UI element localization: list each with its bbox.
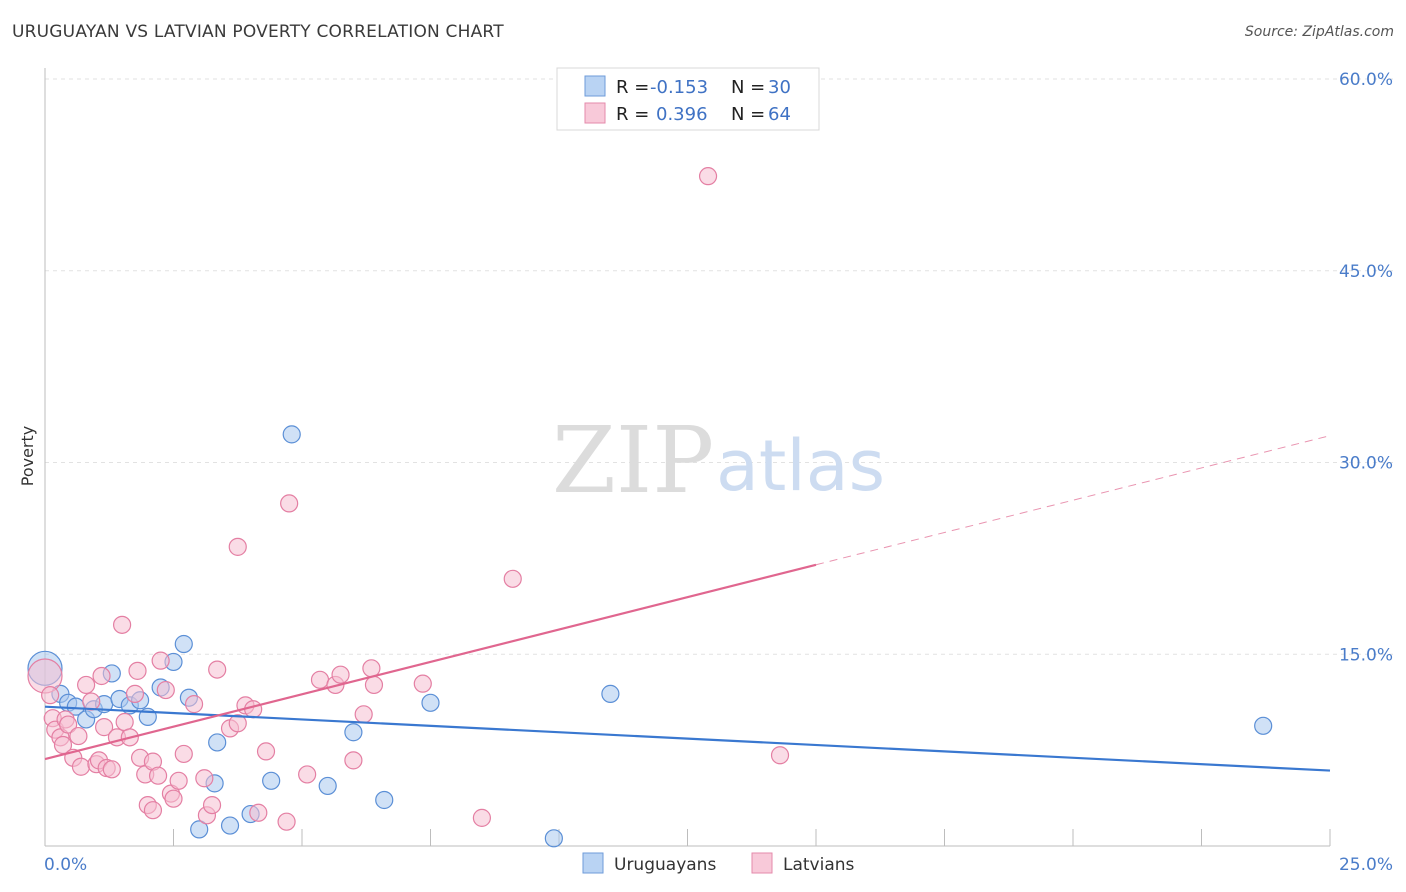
latvian-point bbox=[354, 705, 373, 724]
uruguayan-point bbox=[344, 723, 363, 742]
latvian-point bbox=[164, 789, 183, 808]
latvian-point bbox=[148, 766, 168, 785]
uruguayan-point bbox=[601, 684, 620, 703]
latvian-point bbox=[472, 808, 491, 827]
latvian-point bbox=[151, 651, 170, 670]
latvian-point bbox=[115, 712, 134, 732]
latvian-point bbox=[298, 765, 317, 784]
latvian-point bbox=[256, 742, 276, 761]
bottom-legend-label-latvians: Latvians bbox=[783, 855, 855, 875]
uruguayan-point bbox=[282, 425, 301, 444]
latvian-point bbox=[128, 661, 147, 680]
legend-r-value-1: -0.153 bbox=[650, 77, 708, 98]
y-tick-label-30: 30.0% bbox=[1339, 454, 1393, 474]
latvian-point bbox=[202, 795, 222, 815]
uruguayan-point bbox=[208, 733, 227, 752]
latvian-point bbox=[195, 769, 214, 788]
bottom-legend-swatch-uruguayans bbox=[582, 852, 604, 874]
uruguayan-point bbox=[174, 634, 193, 654]
latvian-point bbox=[95, 718, 114, 737]
latvian-point bbox=[82, 692, 101, 711]
latvian-point bbox=[503, 569, 522, 588]
latvian-point bbox=[125, 684, 145, 703]
latvian-point bbox=[41, 686, 60, 705]
latvian-point bbox=[156, 680, 175, 700]
y-tick-label-45: 45.0% bbox=[1339, 262, 1393, 282]
legend-n-value-1: 30 bbox=[768, 77, 791, 98]
bottom-legend-swatch-latvians bbox=[751, 852, 773, 874]
watermark-atlas: atlas bbox=[716, 425, 885, 507]
latvian-point bbox=[92, 666, 111, 686]
latvian-point bbox=[77, 675, 96, 695]
latvian-point bbox=[364, 675, 384, 695]
uruguayan-point bbox=[190, 820, 209, 839]
watermark: ZIP atlas bbox=[552, 407, 885, 514]
latvian-point bbox=[280, 494, 299, 513]
latvian-point bbox=[59, 715, 78, 734]
latvian-point bbox=[169, 771, 188, 790]
legend-n-label-2: N = bbox=[731, 104, 765, 125]
latvian-point bbox=[331, 665, 350, 684]
trend-layer bbox=[44, 435, 1331, 772]
legend: R = -0.153 N = 30 R = 0.396 N = 64 bbox=[556, 67, 820, 131]
labels-layer: 15.0% 30.0% 45.0% 60.0% 0.0% 25.0% Poverty bbox=[18, 70, 1393, 875]
latvian-point bbox=[698, 167, 718, 186]
legend-r-value-2: 0.396 bbox=[656, 104, 708, 125]
source-label: Source: ZipAtlas.com bbox=[1244, 24, 1394, 40]
y-tick-label-60: 60.0% bbox=[1339, 70, 1393, 90]
latvian-point bbox=[208, 660, 227, 679]
bottom-legend: Uruguayans Latvians bbox=[582, 852, 855, 875]
uruguayan-point bbox=[1254, 716, 1273, 735]
latvian-point bbox=[174, 744, 193, 764]
legend-n-value-2: 64 bbox=[768, 104, 791, 125]
uruguayan-point bbox=[544, 829, 563, 848]
y-axis-label: Poverty bbox=[18, 426, 37, 487]
latvian-point bbox=[344, 751, 363, 770]
uruguayan-point bbox=[375, 790, 394, 810]
grid-layer bbox=[45, 78, 1395, 655]
uruguayan-point bbox=[421, 693, 440, 712]
latvian-point bbox=[228, 714, 247, 733]
latvian-point bbox=[71, 757, 91, 776]
legend-n-label-1: N = bbox=[731, 77, 765, 98]
uruguayan-point bbox=[318, 776, 337, 796]
latvian-point bbox=[228, 537, 247, 556]
latvian-point bbox=[112, 615, 132, 634]
latvian-point bbox=[413, 674, 432, 693]
latvian-point bbox=[102, 760, 121, 779]
latvian-point bbox=[143, 801, 163, 820]
points-layer bbox=[27, 167, 1273, 848]
uruguayans-trend-line bbox=[44, 705, 1331, 772]
chart-title: URUGUAYAN VS LATVIAN POVERTY CORRELATION… bbox=[12, 22, 504, 42]
bottom-legend-label-uruguayans: Uruguayans bbox=[614, 855, 716, 875]
latvian-point bbox=[69, 726, 88, 746]
latvian-point bbox=[310, 670, 330, 689]
x-tick-label-25: 25.0% bbox=[1339, 855, 1393, 875]
x-tick-label-0: 0.0% bbox=[44, 855, 87, 875]
latvian-point bbox=[184, 695, 204, 714]
legend-swatch-uruguayans bbox=[584, 75, 606, 97]
y-tick-label-15: 15.0% bbox=[1339, 645, 1393, 665]
watermark-zip: ZIP bbox=[552, 407, 714, 514]
latvians-trend-line bbox=[44, 563, 817, 761]
uruguayan-point bbox=[262, 771, 281, 790]
latvian-point bbox=[277, 812, 296, 831]
legend-r-label-2: R = bbox=[616, 104, 649, 125]
latvian-point bbox=[770, 746, 790, 765]
legend-swatch-latvians bbox=[584, 102, 606, 124]
uruguayan-point bbox=[220, 816, 240, 835]
latvians-trend-extension bbox=[815, 435, 1331, 566]
legend-r-label-1: R = bbox=[616, 77, 649, 98]
latvian-point bbox=[249, 803, 268, 822]
